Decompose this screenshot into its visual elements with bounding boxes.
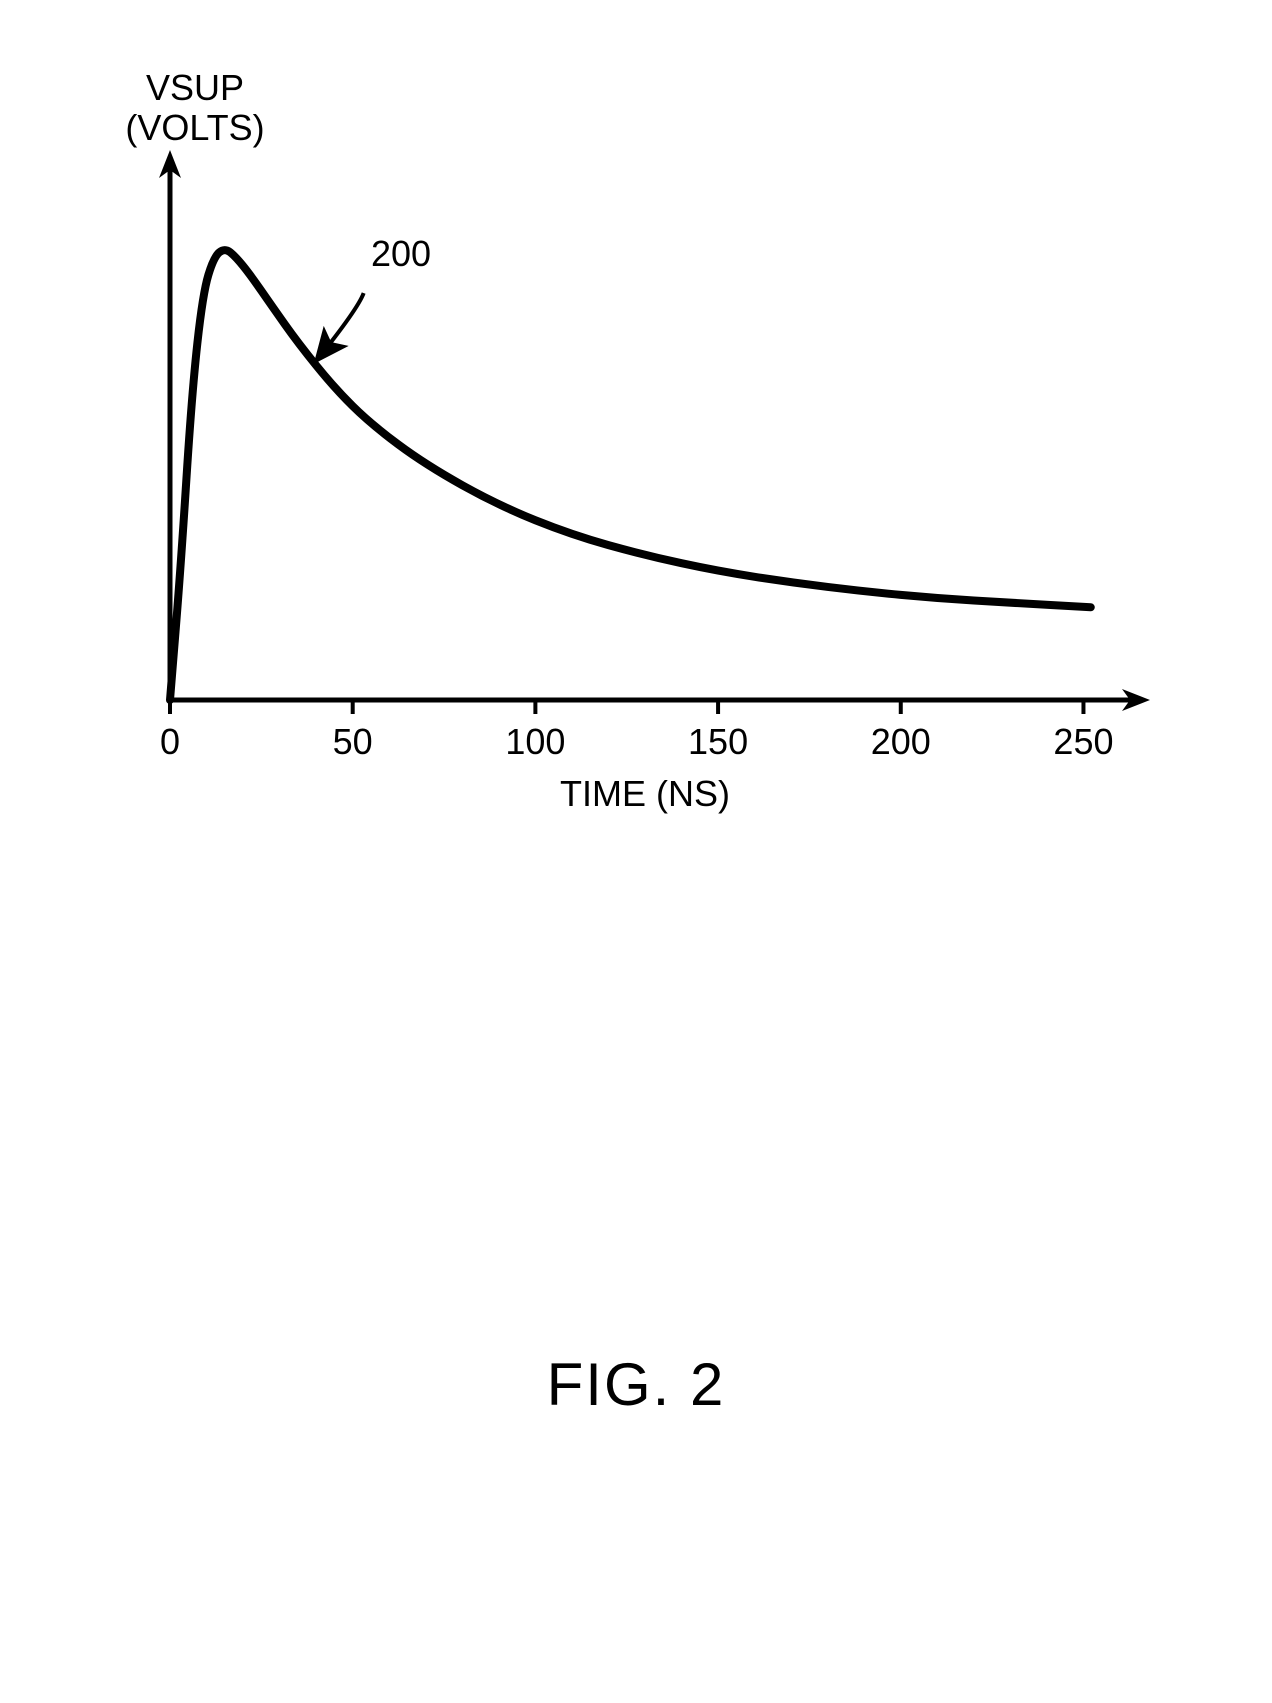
y-axis-label-line2: (VOLTS) [125,107,264,148]
chart-container: VSUP(VOLTS) 0 50 100 150 200 250 TIME (NS) 200 [100,60,1172,840]
curve [170,250,1091,700]
x-tick-label: 0 [160,721,180,762]
x-axis-label: TIME (NS) [560,773,730,814]
callout-arrow [316,293,364,361]
x-tick-label: 50 [333,721,373,762]
figure-caption: FIG. 2 [0,1350,1272,1419]
x-tick-label: 100 [505,721,565,762]
y-axis-label-line1: VSUP [146,67,244,108]
x-tick-label: 250 [1053,721,1113,762]
x-tick-label: 150 [688,721,748,762]
chart-svg: VSUP(VOLTS) 0 50 100 150 200 250 TIME (NS) 200 [100,60,1172,840]
x-tick-label: 200 [871,721,931,762]
callout-label: 200 [371,233,431,274]
